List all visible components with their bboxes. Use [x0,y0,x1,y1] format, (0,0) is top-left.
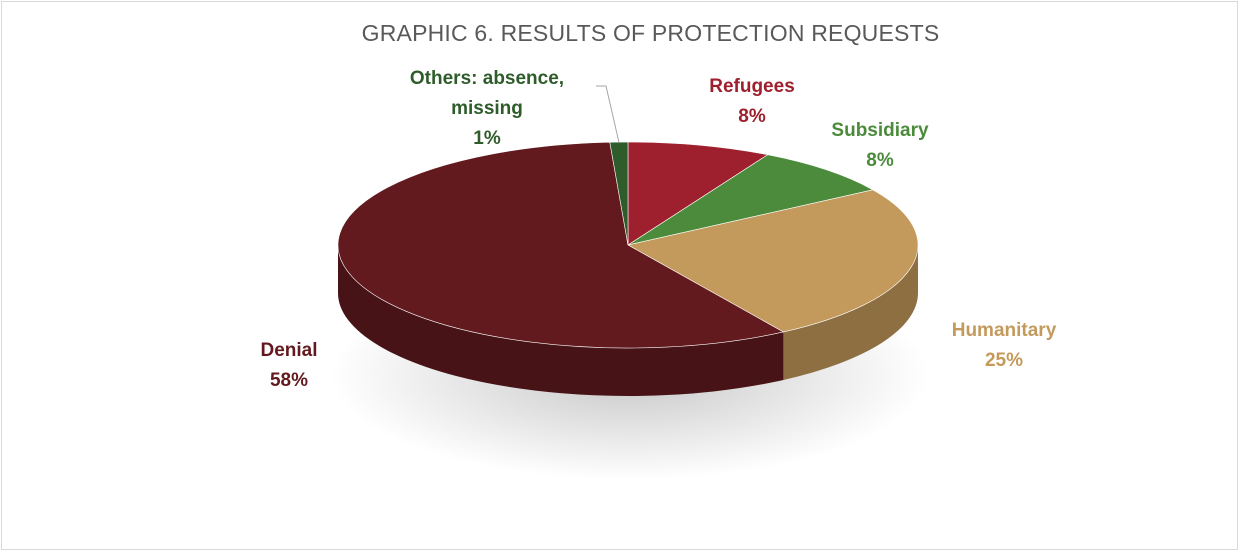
data-label-name-humanitary: Humanitary [952,320,1057,341]
pie-side-denial [338,245,784,396]
chart-title: GRAPHIC 6. RESULTS OF PROTECTION REQUEST… [361,20,940,46]
data-label-name-others-absence-missing: missing [451,98,523,119]
data-label-name-denial: Denial [260,340,317,361]
pie-slice-denial [337,141,785,349]
data-label-percent-refugees: 8% [738,106,766,127]
data-label-percent-others-absence-missing: 1% [473,128,501,149]
data-label-name-subsidiary: Subsidiary [831,120,929,141]
pie-slice-refugees [627,141,769,246]
data-label-name-refugees: Refugees [709,76,795,97]
pie-slice-subsidiary [627,154,874,246]
pie-side-humanitary [783,245,918,380]
data-label-percent-humanitary: 25% [985,350,1023,371]
pie-slice-humanitary [627,189,919,333]
data-label-percent-subsidiary: 8% [866,150,894,171]
data-label-percent-denial: 58% [270,370,308,391]
leader-line-others [596,85,620,143]
data-label-name-others-absence-missing: Others: absence, [410,68,564,89]
